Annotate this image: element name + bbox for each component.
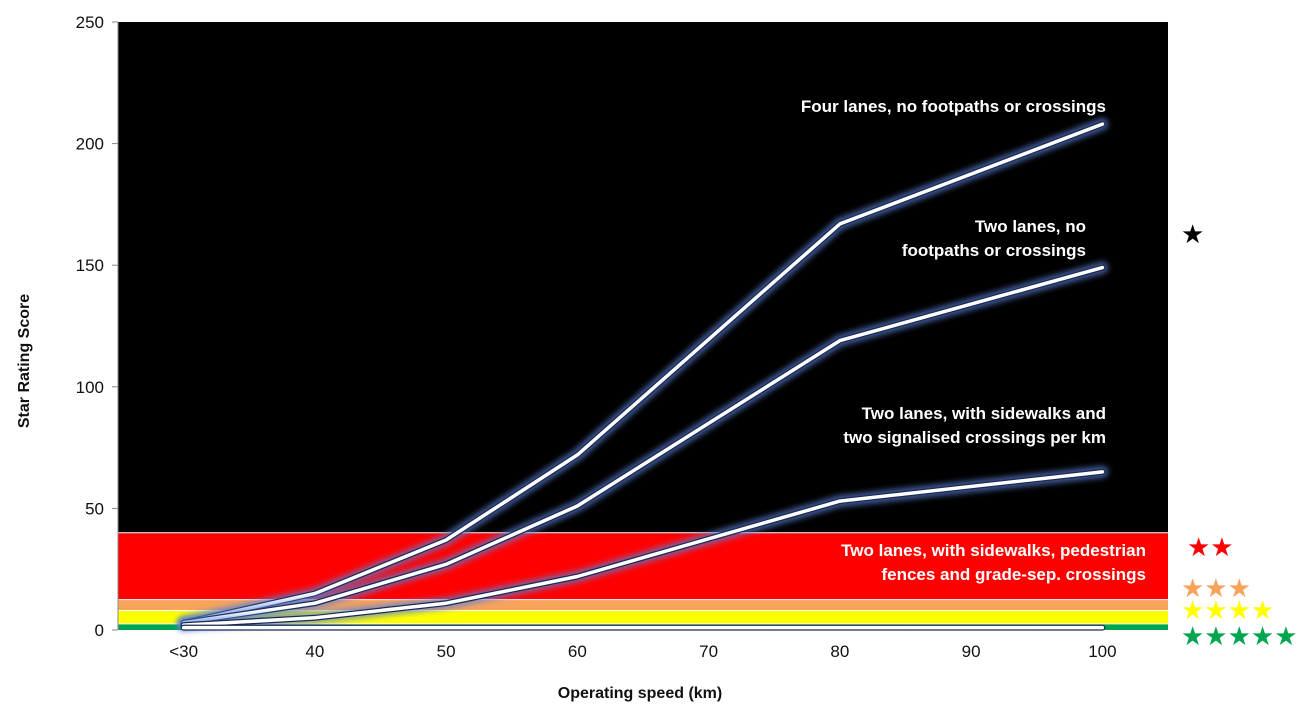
- axes: 0 50 100 150 200 250 <30 40 50 60 70 80 90 100: [76, 13, 1117, 661]
- x-tick-label: 50: [437, 642, 456, 661]
- y-tick-label: 50: [85, 499, 104, 518]
- x-tick-label: 40: [305, 642, 324, 661]
- star-ratings: ★★★★★★★★★★★★★★★: [1181, 220, 1298, 652]
- band-2-star: [118, 532, 1168, 600]
- x-tick-label: 80: [830, 642, 849, 661]
- star-bands: [118, 22, 1168, 630]
- y-tick-label: 150: [76, 256, 104, 275]
- star-rating-2: ★★: [1187, 533, 1234, 563]
- series-labels: Four lanes, no footpaths or crossings Two…: [801, 97, 1146, 584]
- series-lines: [177, 118, 1109, 634]
- star-rating-4: ★★★★: [1181, 596, 1274, 626]
- series-line-2: [181, 265, 1105, 625]
- x-tick-label: <30: [169, 642, 198, 661]
- y-tick-label: 100: [76, 378, 104, 397]
- series-label-2: Two lanes, no: [975, 217, 1086, 236]
- x-axis-title: Operating speed (km): [558, 685, 722, 702]
- star-rating-3: ★★★: [1181, 574, 1251, 604]
- y-tick-label: 200: [76, 135, 104, 154]
- band-1-star: [118, 22, 1168, 533]
- series-line-3: [181, 470, 1105, 627]
- x-tick-label: 90: [962, 642, 981, 661]
- x-tick-label: 70: [699, 642, 718, 661]
- y-axis-title: Star Rating Score: [16, 294, 33, 428]
- series-label-1: Four lanes, no footpaths or crossings: [801, 97, 1106, 116]
- star-rating-5: ★★★★★: [1181, 622, 1298, 652]
- band-3-star: [118, 599, 1168, 611]
- series-label-4: fences and grade-sep. crossings: [881, 565, 1146, 584]
- x-tick-label: 100: [1088, 642, 1116, 661]
- series-label-4: Two lanes, with sidewalks, pedestrian: [841, 541, 1146, 560]
- y-tick-label: 250: [76, 13, 104, 32]
- x-tick-label: 60: [568, 642, 587, 661]
- series-label-3: Two lanes, with sidewalks and: [862, 404, 1106, 423]
- y-tick-label: 0: [95, 621, 104, 640]
- series-label-2: footpaths or crossings: [902, 241, 1086, 260]
- series-line-1: [181, 122, 1105, 625]
- series-label-3: two signalised crossings per km: [843, 428, 1106, 447]
- star-rating-1: ★: [1181, 220, 1204, 250]
